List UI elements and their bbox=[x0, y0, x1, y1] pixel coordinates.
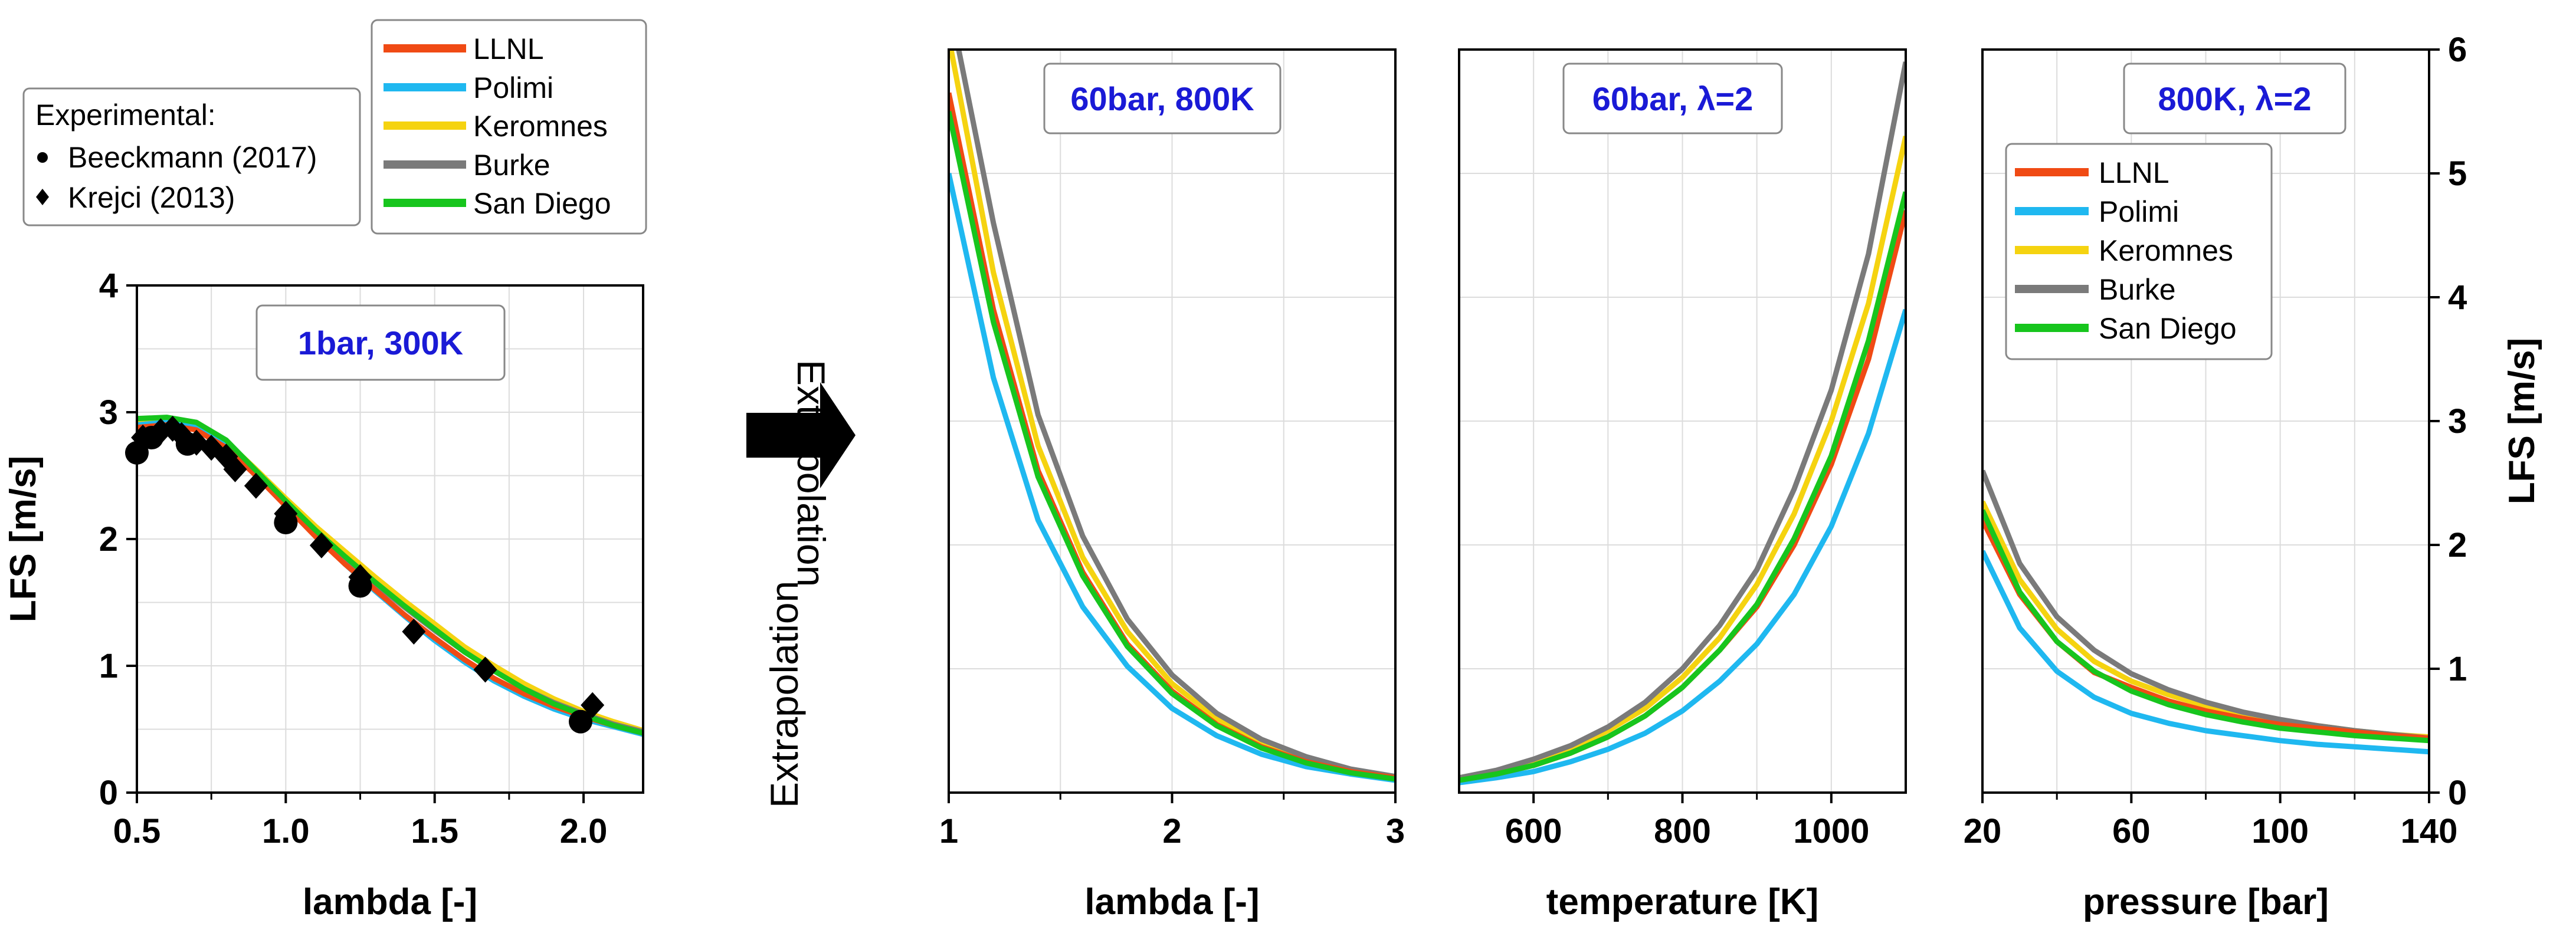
chart-panel-60bar-lambda2: 600 800 1000 temperature [K] 60bar, λ=2 bbox=[1458, 48, 1907, 922]
krejci-marker-icon bbox=[36, 189, 49, 205]
y-axis-label: LFS [m/s] bbox=[2502, 338, 2542, 504]
panel-title-box bbox=[1043, 63, 1282, 134]
x-axis-label: lambda [-] bbox=[303, 882, 477, 922]
y-tick-label: 1 bbox=[2448, 650, 2467, 688]
panel-title: 60bar, λ=2 bbox=[1592, 80, 1753, 117]
series-line-san-diego bbox=[1982, 509, 2429, 744]
series-line-keromnes bbox=[137, 417, 643, 734]
series-line-polimi bbox=[137, 419, 643, 737]
chart-panel-800k-lambda2: 20 60 100 140 pressure [bar] 0 1 2 3 4 5 6 LFS [m/s]… bbox=[1964, 31, 2542, 922]
series-line-llnl bbox=[137, 422, 643, 736]
chart-panel-1bar-300k: 0.5 1.0 1.5 2.0 lambda [-] 0 1 2 3 4 LFS [m/s] 1bar… bbox=[3, 267, 644, 922]
extrapolation-label-top: Extrapolation bbox=[789, 360, 833, 587]
x-tick-label: 140 bbox=[2401, 812, 2458, 850]
y-tick-label: 0 bbox=[99, 774, 118, 812]
series-line-polimi bbox=[949, 173, 1395, 783]
series-lines bbox=[1982, 469, 2429, 755]
series-lines bbox=[137, 415, 643, 737]
krejci-point bbox=[402, 618, 426, 645]
experimental-legend-title: Experimental: bbox=[35, 98, 216, 132]
x-axis-label: lambda [-] bbox=[1084, 882, 1259, 922]
x-tick-label: 1000 bbox=[1793, 812, 1869, 850]
experimental-legend-item-beeckmann: Beeckmann (2017) bbox=[68, 141, 317, 174]
x-tick-label: 3 bbox=[1386, 812, 1405, 850]
inner-legend-label-polimi: Polimi bbox=[2099, 195, 2179, 228]
series-line-polimi bbox=[1459, 308, 1906, 786]
series-lines bbox=[949, 50, 1395, 783]
legend-label-llnl: LLNL bbox=[473, 32, 544, 65]
experimental-legend: Experimental: Beeckmann (2017) Krejci (2… bbox=[22, 87, 361, 226]
inner-legend-label-san-diego: San Diego bbox=[2099, 312, 2237, 345]
arrow-right-icon bbox=[746, 382, 856, 488]
y-tick-label: 0 bbox=[2448, 774, 2467, 812]
experimental-legend-item-krejci: Krejci (2013) bbox=[68, 181, 235, 214]
panel-title-box bbox=[2123, 63, 2346, 134]
chart-panel-60bar-800k: 1 2 3 lambda [-] 60bar, 800K bbox=[939, 48, 1405, 922]
krejci-point bbox=[244, 472, 268, 499]
x-tick-label: 60 bbox=[2112, 812, 2151, 850]
beeckmann-point bbox=[569, 709, 593, 734]
legend-label-keromnes: Keromnes bbox=[473, 110, 608, 143]
x-tick-label: 2.0 bbox=[560, 812, 608, 850]
panel-title: 60bar, 800K bbox=[1070, 80, 1254, 117]
series-line-burke bbox=[137, 419, 643, 735]
legend-label-burke: Burke bbox=[473, 149, 550, 182]
beeckmann-marker-icon bbox=[37, 152, 48, 163]
x-tick-label: 1 bbox=[939, 812, 958, 850]
x-tick-label: 1.0 bbox=[262, 812, 310, 850]
series-line-san-diego bbox=[949, 111, 1395, 782]
extrapolation-arrow: Extrapolation Extrapolation bbox=[746, 360, 856, 808]
legend-label-san-diego: San Diego bbox=[473, 187, 611, 220]
panel-title-box bbox=[255, 304, 506, 381]
panel-title: 800K, λ=2 bbox=[2158, 80, 2312, 117]
x-tick-label: 800 bbox=[1654, 812, 1711, 850]
y-tick-label: 5 bbox=[2448, 155, 2467, 193]
y-axis-label: LFS [m/s] bbox=[3, 456, 44, 622]
x-tick-label: 100 bbox=[2251, 812, 2309, 850]
y-tick-label: 4 bbox=[2448, 278, 2467, 317]
y-tick-label: 4 bbox=[99, 267, 118, 305]
inner-legend-label-keromnes: Keromnes bbox=[2099, 234, 2233, 267]
mechanism-legend-inner-frame bbox=[2005, 143, 2273, 360]
inner-legend-label-llnl: LLNL bbox=[2099, 156, 2169, 189]
series-line-san-diego bbox=[137, 415, 643, 736]
x-tick-label: 20 bbox=[1964, 812, 2002, 850]
x-tick-label: 0.5 bbox=[113, 812, 161, 850]
y-tick-label: 2 bbox=[2448, 526, 2467, 564]
extrapolation-label-bottom: Extrapolation bbox=[762, 581, 806, 808]
series-lines bbox=[1459, 61, 1906, 786]
x-tick-label: 2 bbox=[1162, 812, 1181, 850]
series-line-burke bbox=[1459, 61, 1906, 781]
krejci-point bbox=[348, 564, 372, 590]
series-line-polimi bbox=[1982, 550, 2429, 755]
mechanism-legend-inner: LLNL Polimi Keromnes Burke San Diego bbox=[2005, 143, 2273, 360]
krejci-point bbox=[473, 656, 497, 683]
y-tick-label: 3 bbox=[99, 393, 118, 432]
y-tick-label: 1 bbox=[99, 647, 118, 685]
y-tick-label: 3 bbox=[2448, 402, 2467, 441]
series-line-san-diego bbox=[1459, 191, 1906, 783]
x-axis-label: pressure [bar] bbox=[2083, 882, 2329, 922]
experimental-legend-frame bbox=[22, 87, 361, 226]
x-tick-label: 1.5 bbox=[411, 812, 458, 850]
panel-title: 1bar, 300K bbox=[298, 324, 463, 362]
mechanism-legend-frame bbox=[371, 19, 647, 235]
panel-title-box bbox=[1562, 63, 1783, 134]
inner-legend-label-burke: Burke bbox=[2099, 273, 2176, 306]
krejci-point bbox=[309, 532, 333, 558]
legend-label-polimi: Polimi bbox=[473, 71, 553, 104]
x-tick-label: 600 bbox=[1505, 812, 1562, 850]
krejci-point bbox=[274, 501, 298, 527]
krejci-point bbox=[223, 456, 247, 482]
series-line-burke bbox=[956, 50, 1395, 780]
y-tick-label: 6 bbox=[2448, 31, 2467, 69]
krejci-point bbox=[581, 692, 605, 718]
x-axis-label: temperature [K] bbox=[1546, 882, 1819, 922]
mechanism-legend-top: LLNL Polimi Keromnes Burke San Diego bbox=[371, 19, 647, 235]
y-tick-label: 2 bbox=[99, 520, 118, 558]
